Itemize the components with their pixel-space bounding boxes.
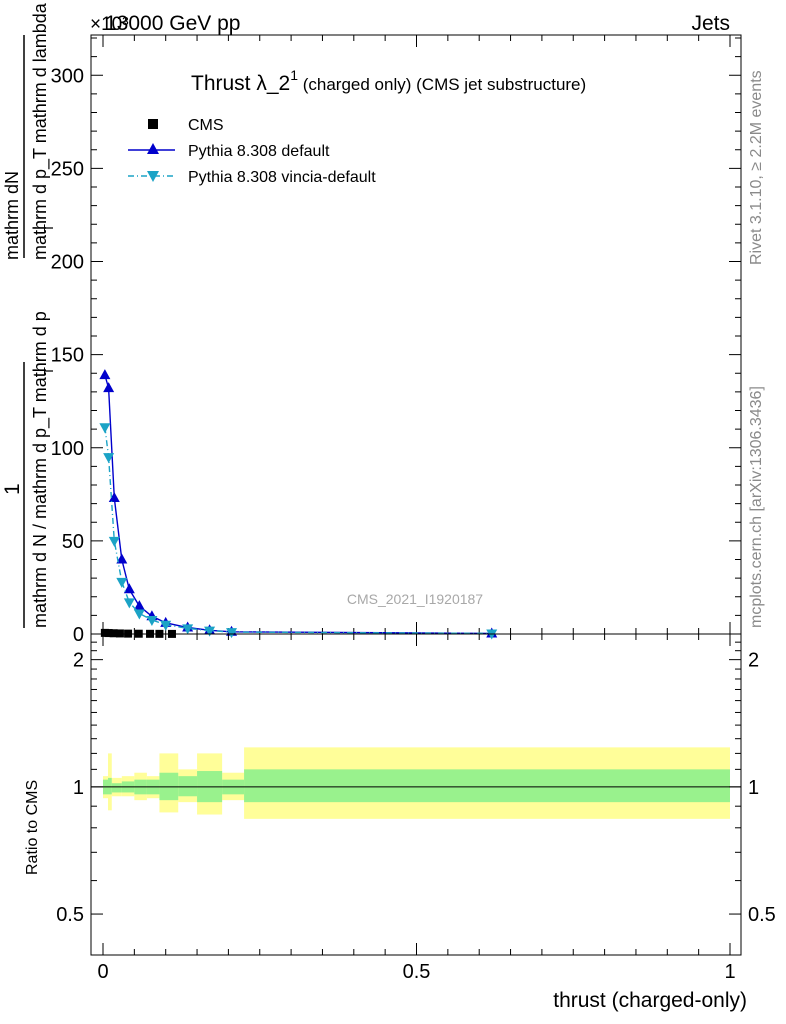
main-y-label: 1 mathrm d N / mathrm d p_T mathrm d p m… [1, 2, 56, 628]
pythia-default-point [99, 369, 111, 380]
plot-title-sup: 1 [290, 67, 298, 83]
main-ytick-label: 250 [51, 158, 84, 180]
pythia-vincia-point [116, 577, 128, 588]
y-label-bottom: mathrm d p_T mathrm d lambda [30, 2, 51, 260]
y-exponent: ×10³ [90, 14, 129, 35]
ratio-ytick-label-right: 1 [748, 777, 759, 799]
main-series [99, 369, 498, 640]
main-ytick-label: 100 [51, 438, 84, 460]
pythia-default-point [103, 382, 115, 393]
header-right: Jets [691, 12, 730, 35]
legend-label-vincia: Pythia 8.308 vincia-default [188, 169, 376, 186]
xtick-label: 0 [97, 961, 108, 983]
plot-title: Thrust λ_21 (charged only) (CMS jet subs… [191, 67, 586, 95]
pythia-vincia-point [160, 620, 172, 631]
ratio-ytick-label: 1 [73, 777, 84, 799]
ratio-ytick-label-right: 2 [748, 650, 759, 672]
legend-marker-default [147, 143, 159, 154]
cms-data-point [109, 629, 118, 638]
y-label-den-1: mathrm d N / mathrm d p_T mathrm d p [30, 311, 51, 628]
legend-marker-vincia [147, 171, 159, 182]
ratio-inner-band [111, 783, 122, 793]
xtick-label: 0.5 [403, 961, 431, 983]
xtick-label: 1 [724, 961, 735, 983]
legend-label-cms: CMS [188, 117, 224, 134]
ratio-inner-band [108, 777, 112, 795]
pythia-default-point [123, 583, 135, 594]
main-ytick-label: 300 [51, 65, 84, 87]
mcplots-label: mcplots.cern.ch [arXiv:1306.3436] [748, 386, 765, 628]
main-ytick-label: 0 [73, 624, 84, 646]
pythia-vincia-point [204, 626, 216, 637]
main-ytick-label: 50 [62, 531, 84, 553]
y-label-sub-t2: T [41, 367, 56, 375]
pythia-vincia-point [103, 453, 115, 464]
legend-marker-cms [148, 119, 158, 129]
ratio-ytick-label-right: 0.5 [748, 904, 776, 926]
y-label-sub-t: T [41, 224, 56, 232]
ratio-bands [103, 747, 730, 819]
ratio-x-axis: 0 0.5 1 [97, 634, 736, 983]
cms-data-point [115, 629, 124, 638]
y-label-numerator: 1 [1, 483, 24, 495]
analysis-watermark: CMS_2021_I1920187 [347, 591, 483, 607]
pythia-vincia-point [133, 609, 145, 620]
header-left: 13000 GeV pp [105, 12, 240, 35]
pythia-default-point [133, 600, 145, 611]
pythia-default-point [108, 492, 120, 503]
ratio-inner-band [244, 769, 730, 803]
rivet-label: Rivet 3.1.10, ≥ 2.2M events [748, 70, 765, 265]
legend: CMS Pythia 8.308 default Pythia 8.308 vi… [128, 117, 376, 186]
ratio-ytick-label: 2 [73, 650, 84, 672]
pythia-vincia-point [99, 423, 111, 434]
y-label-top: mathrm dN [2, 171, 22, 260]
ratio-panel: 0.5 0.51 12 2 0 0.5 1 Ratio to CMS [24, 633, 776, 983]
pythia-vincia-point [146, 616, 158, 627]
pythia-vincia-point [123, 598, 135, 609]
pythia-vincia-point [182, 624, 194, 635]
ratio-inner-band [178, 776, 198, 797]
ratio-ytick-label: 0.5 [56, 904, 84, 926]
main-ytick-label: 200 [51, 252, 84, 274]
pythia-vincia-point [226, 628, 238, 639]
legend-label-default: Pythia 8.308 default [188, 143, 330, 160]
cms-data-point [104, 629, 113, 638]
series-line [104, 427, 492, 635]
plot-title-sub: (charged only) (CMS jet substructure) [298, 75, 586, 94]
ratio-y-axis: 0.5 0.5 1 1 2 2 [56, 641, 776, 926]
main-y-axis: 0 50 100 150 200 250 300 [51, 37, 741, 646]
x-axis-label: thrust (charged-only) [553, 989, 747, 1012]
main-ytick-label: 150 [51, 345, 84, 367]
pythia-vincia-point [108, 536, 120, 547]
main-x-axis [102, 35, 731, 634]
ratio-y-label: Ratio to CMS [24, 780, 41, 875]
plot-title-main: Thrust λ_2 [191, 72, 290, 95]
pythia-default-point [116, 553, 128, 564]
